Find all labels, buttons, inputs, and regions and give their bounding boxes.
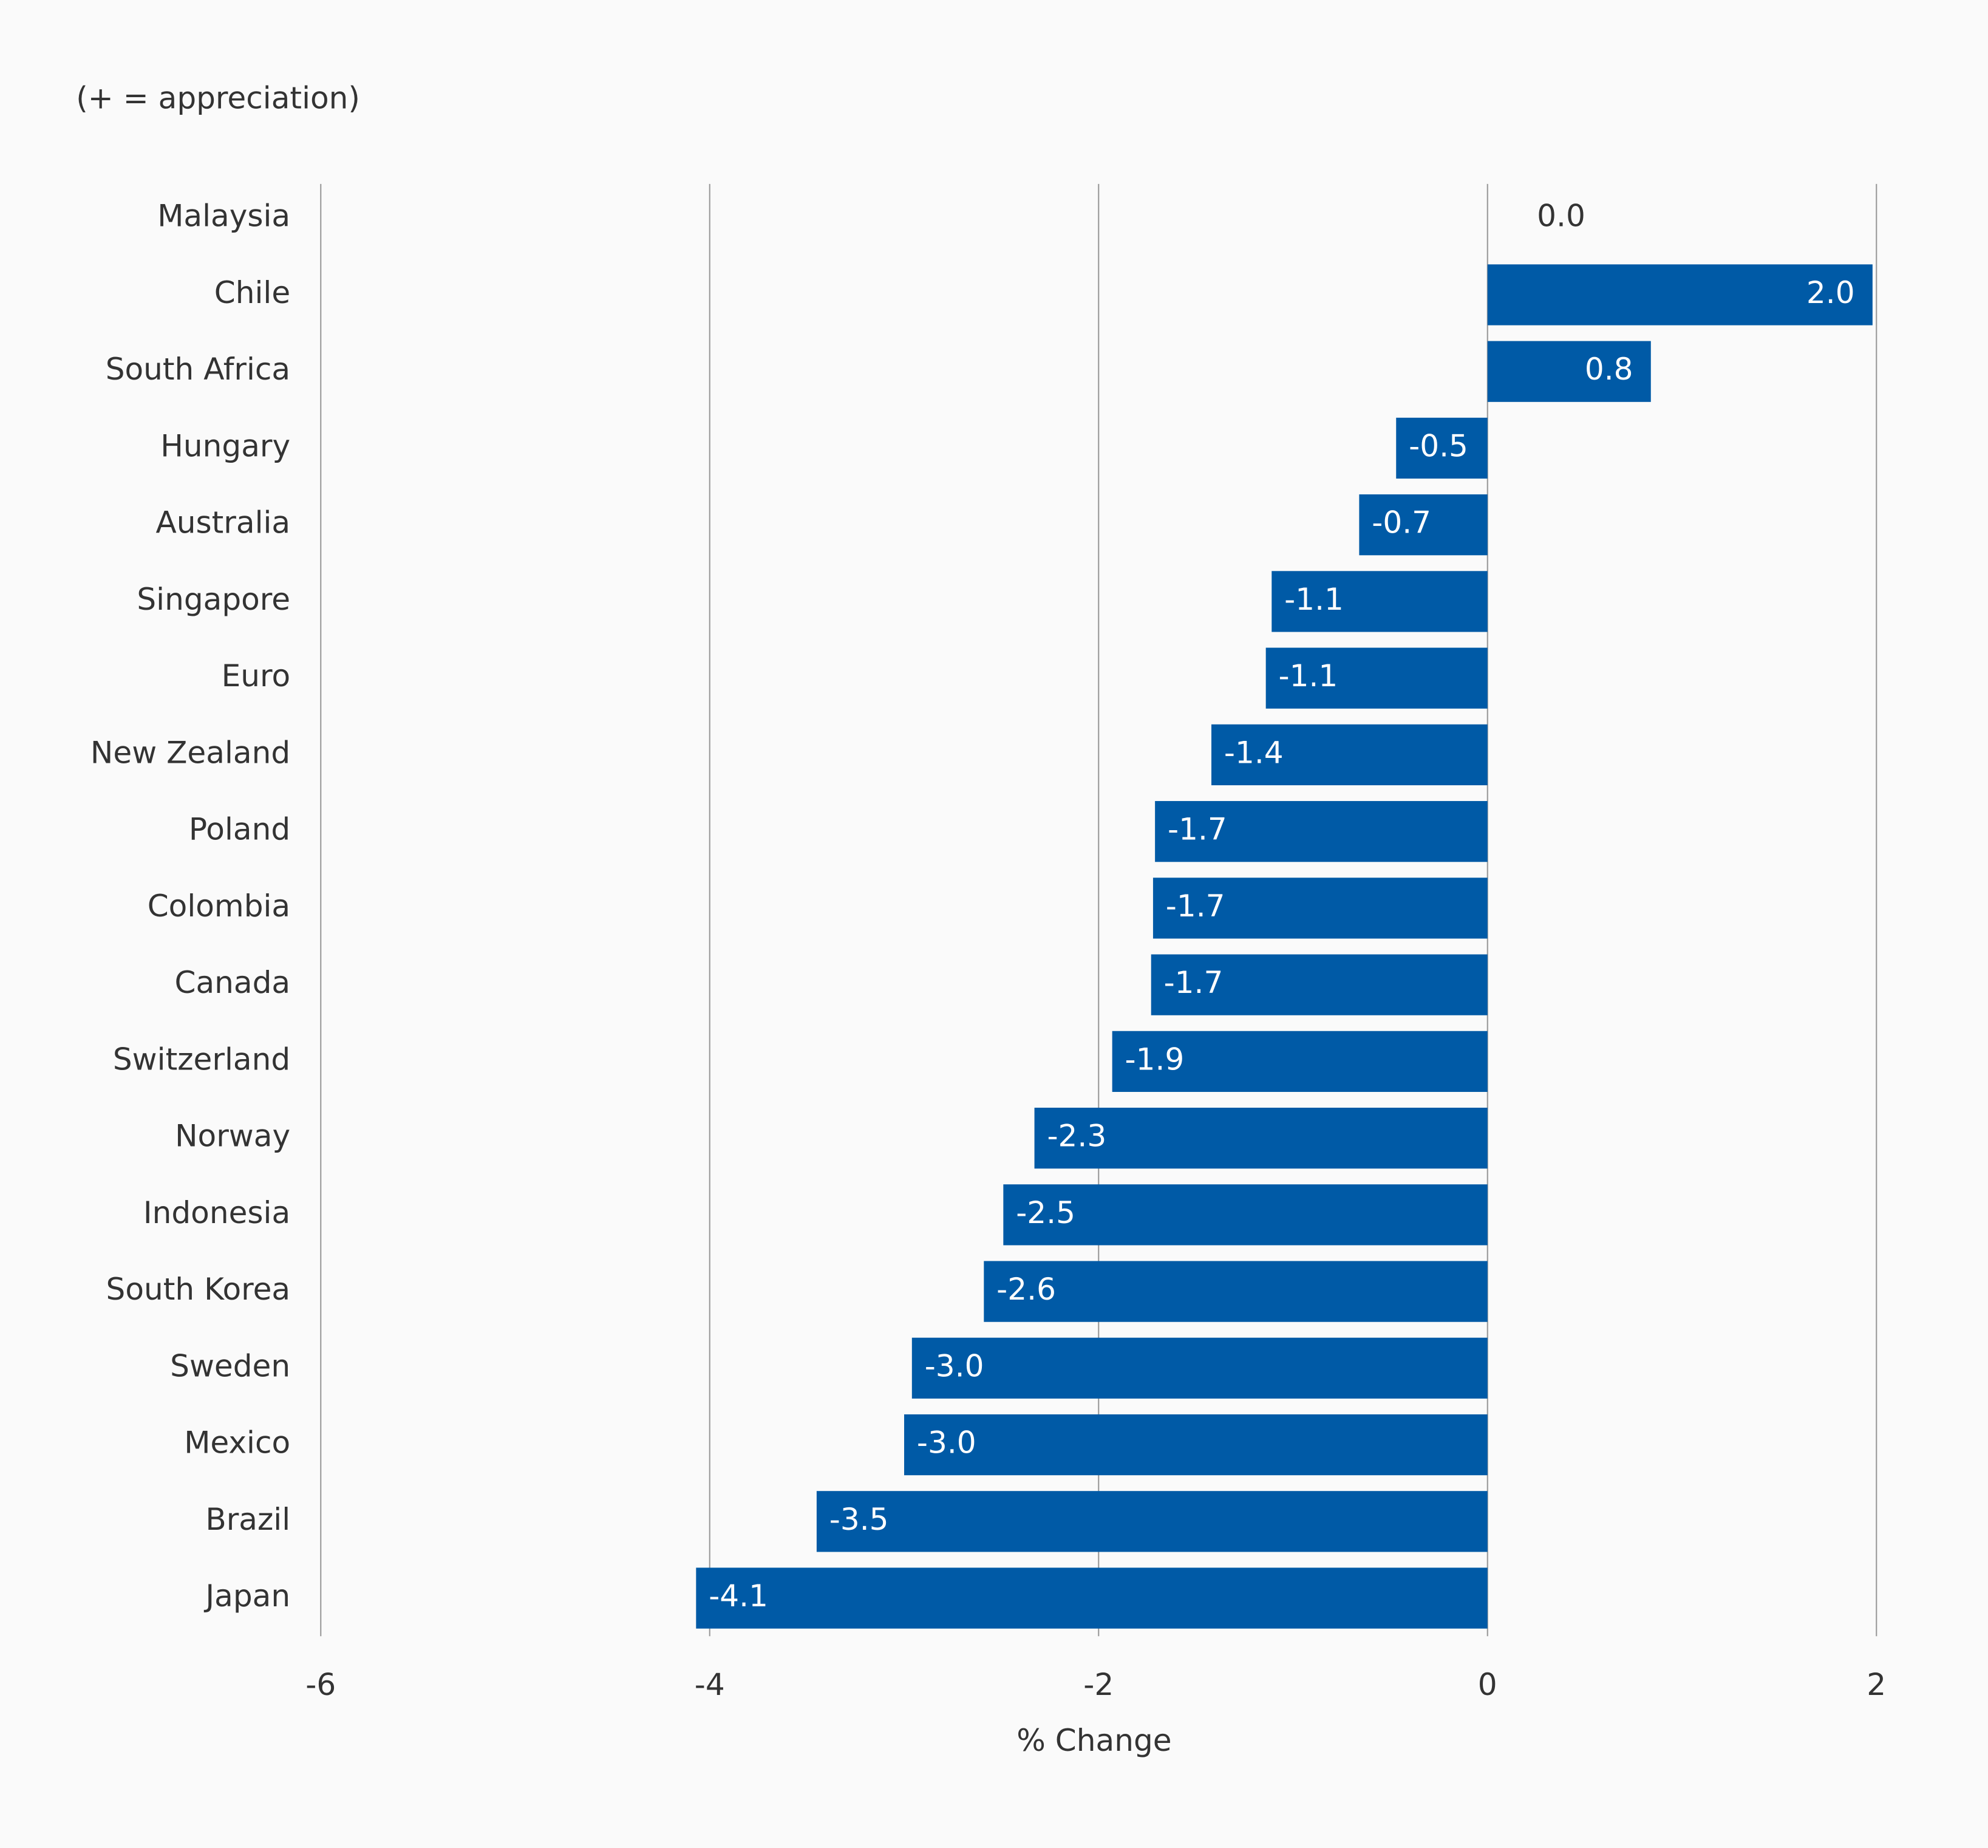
value-label: -1.9 [1125,1041,1185,1077]
bar [984,1261,1488,1322]
x-tick-label: -4 [695,1666,725,1702]
bar [1265,647,1488,709]
y-tick-label: Brazil [205,1501,290,1537]
y-tick-label: Malaysia [157,198,290,234]
y-tick-label: Chile [214,274,290,310]
y-tick-label: Sweden [170,1348,290,1383]
value-label: -1.7 [1166,888,1225,924]
y-tick-label: Euro [222,658,291,694]
x-tick-label: 0 [1478,1666,1497,1702]
value-label: -1.7 [1168,811,1227,847]
y-tick-label: Colombia [148,888,290,924]
y-tick-label: Poland [189,811,290,847]
bar [1396,417,1488,479]
value-label: -2.5 [1016,1195,1075,1230]
bar [1271,571,1488,632]
value-label: -3.5 [829,1501,889,1537]
bar [816,1491,1488,1552]
y-tick-label: Singapore [137,581,290,617]
y-tick-label: South Africa [106,351,290,387]
bar [1487,264,1873,326]
value-label: -1.4 [1224,734,1284,770]
value-label: -4.1 [709,1578,768,1614]
bar [1003,1184,1488,1246]
value-label: -1.1 [1284,581,1344,617]
value-label: -3.0 [917,1425,976,1461]
bar [1487,341,1651,402]
bar [1151,954,1488,1015]
y-tick-label: Switzerland [113,1041,290,1077]
y-tick-label: Hungary [160,428,290,463]
bar [1034,1107,1488,1169]
y-tick-label: Norway [175,1118,290,1154]
x-tick-label: 2 [1867,1666,1886,1702]
x-tick-label: -2 [1083,1666,1114,1702]
y-tick-label: Indonesia [143,1195,290,1230]
bar [1112,1031,1488,1092]
y-tick-label: South Korea [106,1271,291,1307]
value-label: -2.3 [1047,1118,1106,1154]
value-label: -3.0 [925,1348,984,1383]
bar [1359,494,1488,556]
chart-subtitle: (+ = appreciation) [76,80,360,115]
y-tick-label: Japan [203,1578,290,1614]
value-label: 0.8 [1585,351,1633,387]
value-label: -1.1 [1279,658,1338,694]
x-tick-label: -6 [305,1666,336,1702]
bar [904,1414,1488,1476]
value-label: -0.5 [1409,428,1468,463]
y-tick-label: Canada [174,964,290,1000]
bar [696,1567,1488,1629]
x-axis-title: % Change [1016,1722,1171,1758]
value-label: -1.7 [1164,964,1224,1000]
value-label: 0.0 [1537,198,1585,234]
value-label: 2.0 [1806,274,1855,310]
value-label: -2.6 [996,1271,1056,1307]
y-tick-label: New Zealand [90,734,290,770]
y-tick-label: Mexico [184,1425,290,1461]
bar [1211,724,1488,786]
bar [911,1337,1488,1399]
bar [1155,801,1488,862]
value-label: -0.7 [1372,505,1431,540]
y-tick-label: Australia [156,505,291,540]
bar [1152,878,1488,939]
